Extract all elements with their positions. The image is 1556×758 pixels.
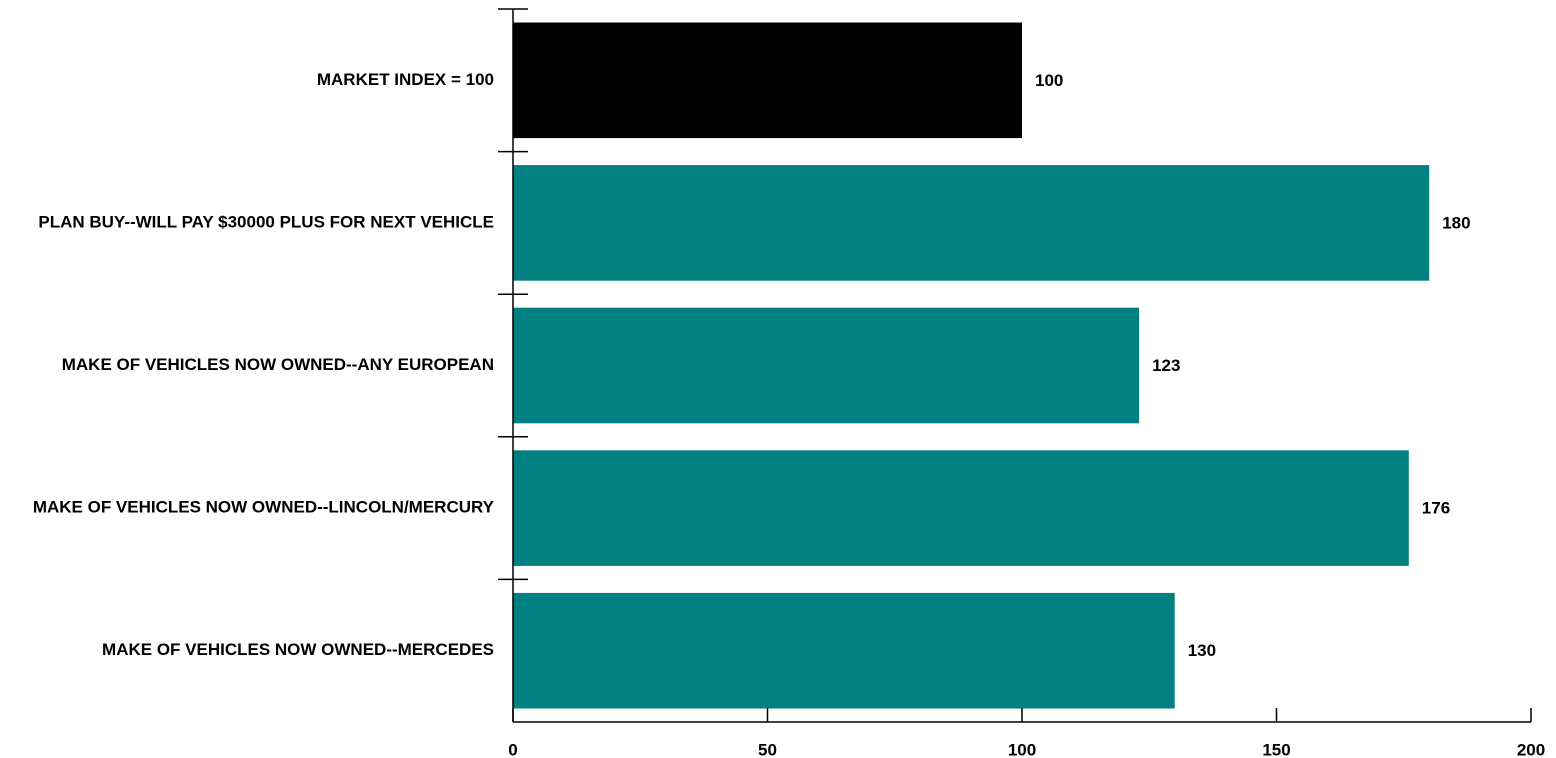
category-label-0: MARKET INDEX = 100: [317, 70, 494, 89]
value-tick-label-0: 0: [508, 740, 517, 758]
bars-layer: [513, 22, 1430, 709]
category-label-1: PLAN BUY--WILL PAY $30000 PLUS FOR NEXT …: [38, 212, 494, 231]
data-label-0: 100: [1035, 71, 1063, 90]
bar-0: [513, 22, 1022, 139]
bar-4: [513, 592, 1175, 709]
data-label-2: 123: [1152, 356, 1180, 375]
value-tick-label-2: 100: [1008, 740, 1036, 758]
value-tick-label-1: 50: [758, 740, 777, 758]
bar-3: [513, 450, 1409, 566]
bar-1: [513, 165, 1430, 281]
labels-layer: MARKET INDEX = 100 100 PLAN BUY--WILL PAY …: [33, 70, 1471, 660]
category-label-3: MAKE OF VEHICLES NOW OWNED--LINCOLN/MERC…: [33, 498, 495, 517]
data-label-1: 180: [1442, 213, 1470, 232]
axes-layer: 0 50 100 150 200: [498, 8, 1545, 758]
data-label-3: 176: [1422, 499, 1450, 518]
category-label-2: MAKE OF VEHICLES NOW OWNED--ANY EUROPEAN: [62, 355, 494, 374]
data-label-4: 130: [1188, 641, 1216, 660]
category-label-4: MAKE OF VEHICLES NOW OWNED--MERCEDES: [102, 640, 494, 659]
value-tick-label-4: 200: [1517, 740, 1545, 758]
bar-2: [513, 307, 1140, 424]
value-tick-label-3: 150: [1262, 740, 1290, 758]
